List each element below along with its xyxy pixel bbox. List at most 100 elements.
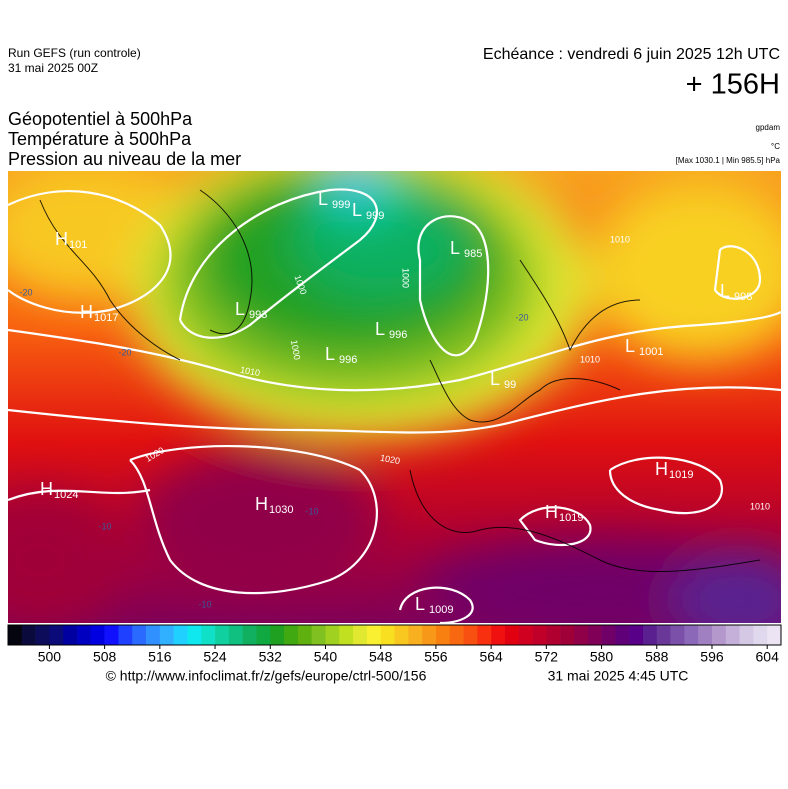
pressure-center-value: 1017 bbox=[94, 312, 118, 324]
colorbar-swatch bbox=[656, 625, 671, 645]
colorbar-swatch bbox=[49, 625, 64, 645]
pressure-center-type: L bbox=[490, 369, 500, 389]
pressure-center-type: L bbox=[325, 344, 335, 364]
temperature-label: -20 bbox=[19, 287, 32, 297]
colorbar-swatch bbox=[753, 625, 768, 645]
colorbar-swatch bbox=[339, 625, 354, 645]
pressure-center-value: 993 bbox=[249, 309, 267, 321]
colorbar-swatch bbox=[560, 625, 575, 645]
colorbar-tick-label: 580 bbox=[590, 649, 614, 665]
colorbar-swatch bbox=[684, 625, 699, 645]
colorbar-swatch bbox=[629, 625, 644, 645]
pressure-center-value: 1030 bbox=[269, 504, 293, 516]
isobar-label: 1010 bbox=[750, 501, 770, 511]
pressure-center-type: H bbox=[40, 479, 53, 499]
colorbar-swatch bbox=[35, 625, 50, 645]
field-name: Température à 500hPa bbox=[8, 129, 192, 149]
colorbar-swatch bbox=[767, 625, 782, 645]
colorbar-tick-label: 540 bbox=[314, 649, 338, 665]
colorbar-tick-label: 500 bbox=[38, 649, 62, 665]
colorbar-swatch bbox=[8, 625, 23, 645]
colorbar-swatch bbox=[297, 625, 312, 645]
source-url: © http://www.infoclimat.fr/z/gefs/europe… bbox=[106, 668, 427, 684]
colorbar-tick-label: 588 bbox=[645, 649, 669, 665]
colorbar-swatch bbox=[394, 625, 409, 645]
isobar-label: 1000 bbox=[401, 268, 411, 288]
pressure-center-value: 1019 bbox=[559, 512, 583, 524]
colorbar-swatch bbox=[546, 625, 561, 645]
pressure-center-type: H bbox=[545, 502, 558, 522]
colorbar-swatch bbox=[587, 625, 602, 645]
colorbar-swatch bbox=[118, 625, 133, 645]
pressure-center-value: 1019 bbox=[669, 469, 693, 481]
colorbar-swatch bbox=[77, 625, 92, 645]
colorbar-swatch bbox=[228, 625, 243, 645]
colorbar-swatch bbox=[201, 625, 216, 645]
unit-label: gpdam bbox=[756, 123, 781, 132]
pressure-center-type: L bbox=[415, 594, 425, 614]
colorbar-swatch bbox=[353, 625, 368, 645]
colorbar-swatch bbox=[21, 625, 36, 645]
colorbar-swatch bbox=[159, 625, 174, 645]
temperature-label: -10 bbox=[98, 521, 111, 531]
colorbar-swatch bbox=[63, 625, 78, 645]
pressure-center-type: L bbox=[352, 200, 362, 220]
colorbar-swatch bbox=[504, 625, 520, 645]
colorbar-swatch bbox=[615, 625, 630, 645]
colorbar-swatch bbox=[601, 625, 616, 645]
colorbar-swatch bbox=[725, 625, 740, 645]
temperature-label: -20 bbox=[118, 347, 131, 357]
pressure-center-value: 1009 bbox=[429, 604, 453, 616]
colorbar-swatch bbox=[284, 625, 299, 645]
colorbar-swatch bbox=[256, 625, 271, 645]
colorbar-tick-label: 556 bbox=[424, 649, 448, 665]
colorbar-swatch bbox=[698, 625, 713, 645]
colorbar-tick-label: 532 bbox=[259, 649, 283, 665]
pressure-center-value: 999 bbox=[366, 210, 384, 222]
valid-time: Echéance : vendredi 6 juin 2025 12h UTC bbox=[483, 46, 780, 63]
pressure-center-type: L bbox=[625, 336, 635, 356]
timestamp: 31 mai 2025 4:45 UTC bbox=[548, 668, 689, 684]
pressure-center-type: L bbox=[720, 281, 730, 301]
colorbar-tick-label: 548 bbox=[369, 649, 393, 665]
colorbar-swatch bbox=[739, 625, 754, 645]
pressure-center-value: 985 bbox=[464, 248, 482, 260]
colorbar-swatch bbox=[242, 625, 257, 645]
pressure-center-value: 99 bbox=[504, 379, 516, 391]
isobar-label: 1000 bbox=[289, 339, 302, 360]
colorbar-swatch bbox=[422, 625, 437, 645]
pressure-center-type: L bbox=[318, 189, 328, 209]
colorbar-frame bbox=[7, 624, 782, 646]
pressure-center-type: L bbox=[235, 299, 245, 319]
colorbar-swatch bbox=[366, 625, 381, 645]
pressure-center-value: 1024 bbox=[54, 489, 78, 501]
isobar-label: 1020 bbox=[379, 453, 400, 466]
field-name: Géopotentiel à 500hPa bbox=[8, 109, 193, 129]
colorbar-swatch bbox=[491, 625, 506, 645]
colorbar-swatch bbox=[187, 625, 202, 645]
pressure-center-type: H bbox=[255, 494, 268, 514]
unit-label: °C bbox=[771, 142, 780, 151]
colorbar-swatch bbox=[90, 625, 105, 645]
pressure-center-value: 101 bbox=[69, 239, 87, 251]
colorbar-swatch bbox=[532, 625, 547, 645]
colorbar-swatch bbox=[573, 625, 589, 645]
lead-time: + 156H bbox=[686, 69, 780, 101]
pressure-center-value: 996 bbox=[339, 354, 357, 366]
colorbar-swatch bbox=[380, 625, 395, 645]
run-date: 31 mai 2025 00Z bbox=[8, 61, 98, 75]
colorbar-swatch bbox=[132, 625, 147, 645]
temperature-label: -10 bbox=[198, 599, 211, 609]
pressure-center-value: 996 bbox=[389, 329, 407, 341]
colorbar-swatch bbox=[408, 625, 423, 645]
pressure-center-value: 999 bbox=[332, 199, 350, 211]
colorbar-swatch bbox=[270, 625, 285, 645]
isobar-label: 1010 bbox=[580, 354, 600, 364]
map bbox=[8, 171, 781, 623]
pressure-center-type: H bbox=[80, 302, 93, 322]
colorbar-tick-label: 508 bbox=[93, 649, 117, 665]
field-name: Pression au niveau de la mer bbox=[8, 149, 241, 169]
pressure-center-type: H bbox=[655, 459, 668, 479]
colorbar-swatch bbox=[477, 625, 492, 645]
